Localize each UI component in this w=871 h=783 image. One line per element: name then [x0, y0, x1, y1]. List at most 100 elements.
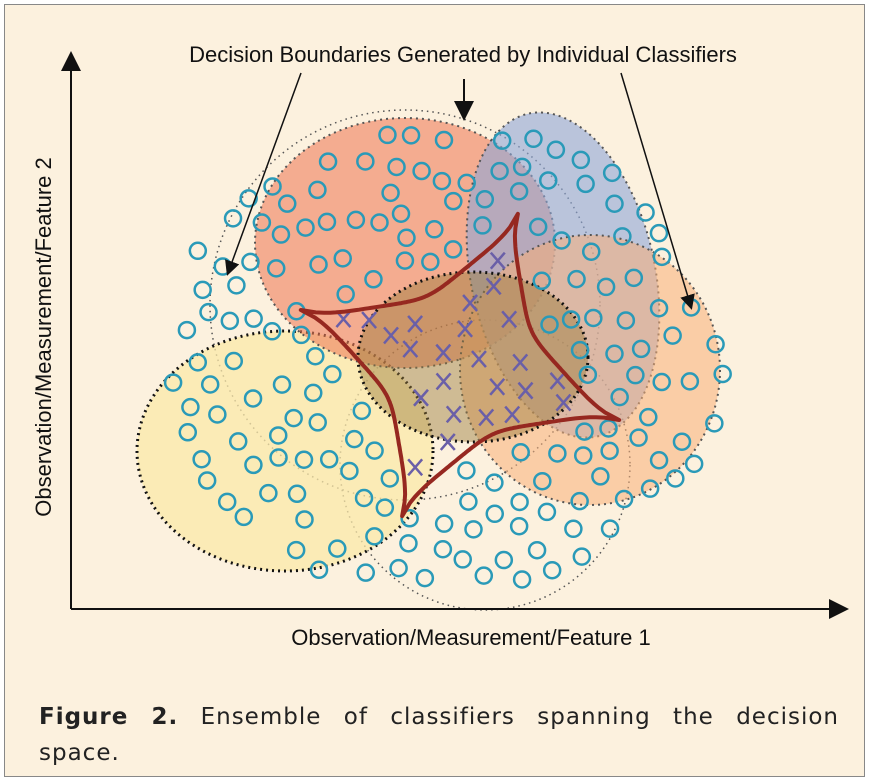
class-x-point [471, 350, 487, 368]
class-o-point [605, 194, 624, 213]
class-o-point [323, 364, 342, 384]
class-o-point [546, 140, 566, 160]
class-o-point [365, 441, 384, 460]
class-x-point [485, 277, 502, 296]
class-o-point [684, 454, 704, 474]
caption-text: Ensemble of classifiers spanning the dec… [39, 704, 839, 766]
class-o-point [706, 335, 725, 354]
class-x-point [435, 343, 452, 362]
class-o-point [474, 566, 494, 585]
class-x-point [457, 319, 474, 338]
class-o-point [649, 451, 669, 470]
class-x-point [489, 251, 506, 270]
class-o-point [473, 216, 492, 235]
class-o-point [234, 507, 254, 527]
class-o-point [259, 483, 278, 503]
class-o-point [208, 405, 227, 424]
class-o-point [220, 311, 240, 331]
class-o-point [345, 429, 364, 449]
class-o-point [304, 383, 323, 403]
class-o-point [494, 550, 514, 570]
class-o-point [328, 539, 347, 558]
class-o-point [317, 212, 337, 232]
class-x-point [383, 326, 399, 345]
class-o-point [287, 484, 307, 504]
class-o-point [649, 223, 669, 243]
class-o-point [346, 210, 366, 230]
class-o-point [387, 157, 406, 177]
class-o-point [415, 568, 435, 588]
data-points [163, 125, 732, 589]
class-o-point [244, 455, 263, 475]
class-o-point [309, 255, 328, 274]
class-o-point [340, 461, 359, 481]
class-o-point [352, 401, 372, 421]
class-o-point [532, 271, 552, 291]
class-o-point [296, 218, 315, 237]
class-o-point [306, 346, 325, 366]
annotation: Decision Boundaries Generated by Individ… [189, 42, 737, 67]
class-x-point [478, 408, 495, 427]
class-o-point [395, 251, 415, 270]
class-o-point [244, 309, 263, 328]
class-o-point [356, 563, 375, 582]
class-o-point [672, 432, 692, 451]
class-o-point [485, 473, 504, 492]
class-o-point [389, 558, 408, 578]
class-o-point [200, 375, 220, 394]
class-o-point [375, 498, 395, 517]
class-o-point [391, 204, 411, 224]
class-o-point [284, 408, 303, 428]
class-o-point [453, 550, 472, 569]
class-o-point [181, 397, 200, 417]
class-o-point [434, 130, 454, 150]
class-o-point [528, 217, 548, 237]
class-o-point [492, 131, 512, 150]
class-o-point [227, 276, 246, 295]
class-o-point [510, 492, 529, 512]
class-o-point [177, 320, 197, 340]
class-x-point [512, 353, 529, 372]
class-o-point [457, 461, 476, 480]
class-x-point [445, 405, 462, 424]
class-x-point [407, 315, 424, 333]
class-o-point [626, 365, 645, 385]
class-o-point [572, 547, 592, 566]
class-x-point [504, 405, 521, 424]
class-o-point [629, 428, 648, 447]
class-o-point [666, 469, 685, 488]
class-o-point [490, 161, 509, 181]
class-o-point [399, 534, 418, 553]
class-o-point [433, 539, 453, 559]
class-o-point [364, 270, 383, 289]
class-o-point [596, 277, 616, 297]
class-o-point [540, 315, 559, 334]
class-o-point [444, 191, 463, 211]
class-o-point [291, 325, 311, 345]
class-o-point [570, 491, 589, 511]
class-o-point [464, 520, 483, 539]
class-o-point [268, 426, 288, 445]
class-o-point [573, 446, 593, 465]
class-o-point [511, 443, 530, 462]
class-o-point [567, 269, 586, 289]
annotation-arrow [225, 72, 302, 276]
class-o-point [509, 182, 529, 201]
class-o-point [318, 152, 338, 171]
class-o-point [188, 353, 208, 372]
class-o-point [263, 177, 282, 196]
class-o-point [378, 125, 397, 145]
class-o-point [400, 509, 419, 528]
class-o-point [239, 189, 258, 208]
class-o-point [605, 344, 624, 364]
class-o-point [188, 241, 208, 261]
class-o-point [581, 242, 601, 261]
class-o-point [602, 163, 622, 183]
class-o-point [336, 285, 355, 304]
class-o-point [262, 322, 282, 341]
x-axis-label: Observation/Measurement/Feature 1 [291, 625, 651, 650]
class-o-point [457, 173, 476, 193]
class-o-point [575, 422, 594, 441]
class-o-point [512, 157, 532, 177]
class-o-point [680, 372, 700, 391]
